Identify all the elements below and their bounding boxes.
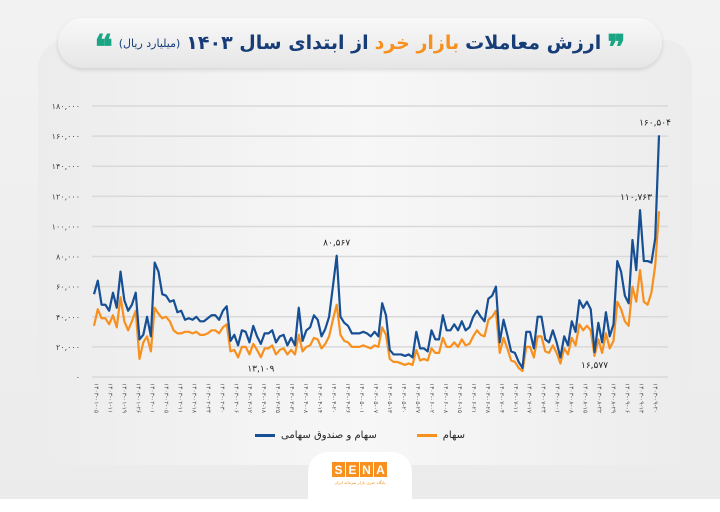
x-tick-label: ۱۴۰۳-۰۵-۰۱ [358, 383, 365, 413]
data-label: ۱۱۰,۷۶۳ [620, 193, 652, 203]
y-tick-label: ۲۰,۰۰۰ [56, 343, 80, 352]
x-tick-label: ۱۴۰۳-۰۲-۰۵ [162, 383, 169, 413]
series-line-stocks-and-funds [92, 135, 661, 370]
quote-close-icon: ❝ [94, 28, 113, 68]
logo-tagline: پایگاه خبری بازار سرمایه ایران [334, 480, 386, 485]
x-tick-label: ۱۴۰۳-۰۶-۲۱ [470, 383, 477, 413]
logo-letter: A [374, 462, 387, 477]
line-chart: ۰ ۲۰,۰۰۰ ۴۰,۰۰۰ ۶۰,۰۰۰ ۸۰,۰۰۰ ۱۰۰,۰۰۰ ۱۲۰,۰۰۰ ۱… [52, 102, 671, 414]
x-tick-label: ۱۴۰۳-۰۷-۲۴ [540, 383, 547, 413]
x-tick-label: ۱۴۰۳-۰۶-۰۲ [428, 383, 435, 413]
x-tick-label: ۱۴۰۳-۰۳-۱۲ [246, 383, 253, 413]
x-tick-label: ۱۴۰۳-۰۳-۱۸ [260, 383, 267, 414]
legend-item-stocks: سهام [416, 430, 465, 441]
x-tick-label: ۱۴۰۳-۰۹-۰۶ [624, 383, 631, 413]
title-prefix: ارزش معاملات [465, 32, 602, 54]
x-tick-label: ۱۴۰۳-۰۴-۲۶ [344, 383, 351, 413]
data-label: ۱۶۰,۵۰۴ [639, 118, 671, 128]
title-unit: (میلیارد ریال) [118, 36, 181, 50]
quote-open-icon: ❞ [607, 28, 626, 68]
x-tick-label: ۱۴۰۳-۰۸-۰۱ [554, 383, 561, 413]
x-tick-label: ۱۴۰۳-۰۱-۲۶ [134, 383, 141, 413]
series-line-stocks [92, 211, 661, 373]
x-tick-label: ۱۴۰۳-۰۴-۰۸ [302, 383, 309, 414]
x-tick-label: ۱۴۰۳-۰۵-۰۷ [372, 383, 379, 414]
y-tick-label: ۶۰,۰۰۰ [56, 283, 80, 292]
sena-logo: S E N A [332, 462, 387, 477]
y-tick-label: ۱۴۰,۰۰۰ [52, 162, 80, 171]
x-tick-label: ۱۴۰۳-۰۱-۱۹ [120, 383, 127, 413]
data-label: ۸۰,۵۶۷ [323, 239, 350, 249]
legend-item-stocks-and-funds: سهام و صندوق سهامی [255, 430, 377, 441]
title-suffix: از ابتدای سال ۱۴۰۳ [186, 32, 369, 54]
y-tick-label: ۰ [76, 373, 80, 382]
y-tick-label: ۱۶۰,۰۰۰ [52, 132, 80, 141]
y-tick-label: ۱۰۰,۰۰۰ [52, 222, 80, 231]
x-tick-label: ۱۴۰۳-۰۲-۲۴ [204, 383, 211, 413]
x-tick-label: ۱۴۰۳-۰۴-۲۰ [330, 383, 337, 413]
y-tick-label: ۸۰,۰۰۰ [56, 253, 80, 262]
chart-title: ❞ ارزش معاملات بازار خرد از ابتدای سال ۱… [58, 18, 662, 68]
x-tick-label: ۱۴۰۳-۰۶-۰۸ [442, 383, 449, 414]
y-tick-label: ۱۲۰,۰۰۰ [52, 192, 80, 201]
x-tick-label: ۱۴۰۳-۰۸-۱۵ [582, 383, 589, 413]
data-label: ۱۳,۱۰۹ [247, 364, 274, 374]
legend-label: سهام و صندوق سهامی [281, 430, 377, 441]
y-tick-label: ۴۰,۰۰۰ [56, 313, 80, 322]
x-tick-label: ۱۴۰۳-۰۵-۲۷ [414, 383, 421, 414]
x-tick-label: ۱۴۰۳-۰۶-۲۸ [484, 383, 491, 414]
x-tick-label: ۱۴۰۳-۰۲-۱۱ [176, 383, 183, 413]
x-tick-label: ۱۴۰۳-۰۵-۱۳ [386, 383, 393, 414]
x-tick-label: ۱۴۰۳-۰۱-۰۵ [93, 383, 100, 413]
x-tick-label: ۱۴۰۳-۰۹-۲۰ [652, 383, 659, 413]
logo-letter: E [346, 462, 359, 477]
x-tick-label: ۱۴۰۳-۰۱-۱۱ [106, 383, 113, 413]
x-tick-label: ۱۴۰۳-۰۵-۲۰ [400, 383, 407, 413]
x-tick-label: ۱۴۰۳-۰۸-۲۲ [596, 383, 603, 413]
y-tick-label: ۱۸۰,۰۰۰ [52, 102, 80, 111]
x-tick-label: ۱۴۰۳-۰۷-۱۷ [526, 383, 533, 414]
x-tick-label: ۱۴۰۳-۰۷-۱۱ [512, 383, 519, 413]
chart-card [38, 40, 692, 465]
logo-letter: N [360, 462, 373, 477]
legend-label: سهام [442, 430, 465, 441]
x-tick-label: ۱۴۰۳-۰۷-۰۴ [498, 383, 505, 413]
x-tick-label: ۱۴۰۳-۰۲-۱۸ [190, 383, 197, 414]
logo-letter: S [332, 462, 345, 477]
x-tick-label: ۱۴۰۳-۰۸-۲۹ [610, 383, 617, 413]
x-tick-label: ۱۴۰۳-۰۸-۰۸ [568, 383, 575, 414]
data-label: ۱۶,۵۷۷ [581, 361, 608, 371]
x-tick-label: ۱۴۰۳-۰۶-۱۵ [456, 383, 463, 413]
x-tick-label: ۱۴۰۳-۰۳-۰۶ [232, 383, 239, 413]
legend: سهام سهام و صندوق سهامی [0, 430, 720, 441]
legend-swatch [255, 434, 276, 437]
x-tick-label: ۱۴۰۳-۰۲-۰۱ [148, 383, 155, 413]
x-tick-label: ۱۴۰۳-۰۴-۱۴ [316, 383, 323, 413]
legend-swatch [416, 434, 437, 437]
x-tick-label: ۱۴۰۳-۰۳-۳۱ [288, 383, 295, 413]
x-tick-label: ۱۴۰۳-۰۲-۳۰ [218, 383, 225, 413]
title-accent: بازار خرد [374, 32, 460, 54]
x-tick-label: ۱۴۰۳-۰۹-۱۳ [638, 383, 645, 414]
x-tick-label: ۱۴۰۳-۰۳-۲۵ [274, 383, 281, 413]
